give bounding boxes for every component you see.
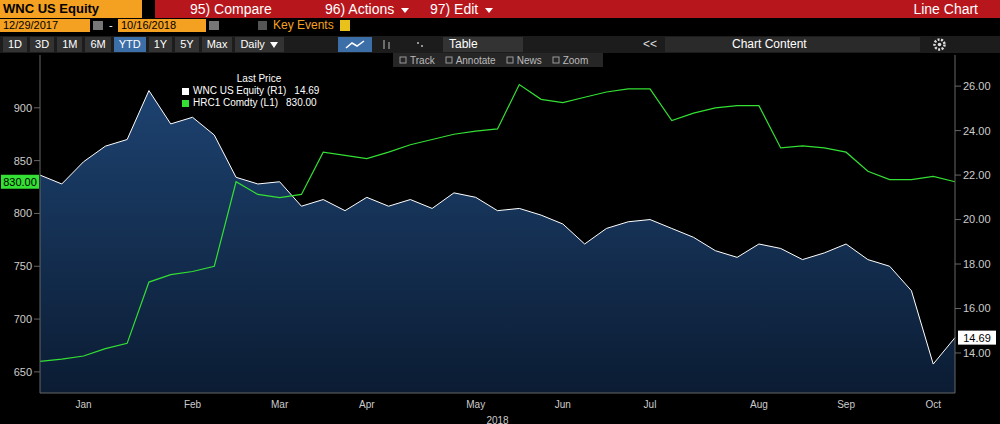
svg-text:16.00: 16.00	[963, 302, 991, 314]
svg-text:830.00: 830.00	[8, 176, 37, 188]
html-text:12/29/2017: 12/29/2017	[3, 19, 59, 31]
html-text:Key Events: Key Events	[273, 18, 334, 32]
svg-text:650: 650	[14, 366, 32, 378]
svg-text:26.00: 26.00	[963, 80, 991, 92]
html-text:97) Edit: 97) Edit	[430, 1, 479, 17]
html-text:6M: 6M	[90, 38, 106, 50]
svg-text:2018: 2018	[486, 415, 509, 424]
html-text:Daily: Daily	[240, 38, 265, 50]
svg-text:700: 700	[14, 313, 32, 325]
svg-text:14.69: 14.69	[963, 332, 991, 344]
html-text:1D: 1D	[8, 38, 23, 50]
svg-text:Sep: Sep	[837, 399, 855, 410]
html-text:5Y: 5Y	[180, 38, 194, 50]
html-text:Max: Max	[206, 38, 228, 50]
html-text:3D: 3D	[35, 38, 50, 50]
svg-text:Feb: Feb	[184, 399, 202, 410]
svg-text:24.00: 24.00	[963, 125, 991, 137]
html-text:Line Chart: Line Chart	[913, 1, 978, 17]
html-text:1Y: 1Y	[153, 38, 168, 50]
svg-text:850: 850	[14, 155, 32, 167]
html-text:1M: 1M	[62, 38, 78, 50]
svg-text:Jan: Jan	[76, 399, 92, 410]
svg-text:Oct: Oct	[925, 399, 941, 410]
html-text:10/16/2018: 10/16/2018	[121, 19, 177, 31]
svg-text:May: May	[466, 399, 485, 410]
svg-text:22.00: 22.00	[963, 169, 991, 181]
html-text:Zoom: Zoom	[562, 54, 589, 66]
svg-text:900: 900	[14, 102, 32, 114]
html-text:830.00: 830.00	[286, 97, 317, 108]
html-text:HRC1 Comdty (L1): HRC1 Comdty (L1)	[193, 97, 278, 108]
html-text:WNC US Equity (R1): WNC US Equity (R1)	[193, 85, 287, 96]
svg-text:Aug: Aug	[750, 399, 768, 410]
svg-text:750: 750	[14, 260, 32, 272]
html-text:14.69: 14.69	[294, 85, 320, 96]
svg-text:Jul: Jul	[644, 399, 657, 410]
svg-text:800: 800	[14, 207, 32, 219]
html-text:Annotate: Annotate	[455, 54, 496, 66]
html-text:YTD: YTD	[118, 38, 141, 50]
svg-text:18.00: 18.00	[963, 258, 991, 270]
html-text:96) Actions: 96) Actions	[325, 1, 395, 17]
html-text:Last Price: Last Price	[236, 73, 282, 84]
svg-text:14.00: 14.00	[963, 347, 991, 359]
html-text:95) Compare: 95) Compare	[190, 1, 272, 17]
svg-text:Jun: Jun	[555, 399, 571, 410]
html-text:Table: Table	[449, 37, 478, 51]
html-text:WNC US Equity: WNC US Equity	[3, 1, 100, 16]
svg-text:Apr: Apr	[359, 399, 375, 410]
svg-text:Mar: Mar	[271, 399, 289, 410]
html-text:Track: Track	[410, 54, 435, 66]
svg-text:20.00: 20.00	[963, 213, 991, 225]
html-text:Chart Content: Chart Content	[732, 37, 807, 51]
html-text:News: News	[516, 54, 542, 66]
